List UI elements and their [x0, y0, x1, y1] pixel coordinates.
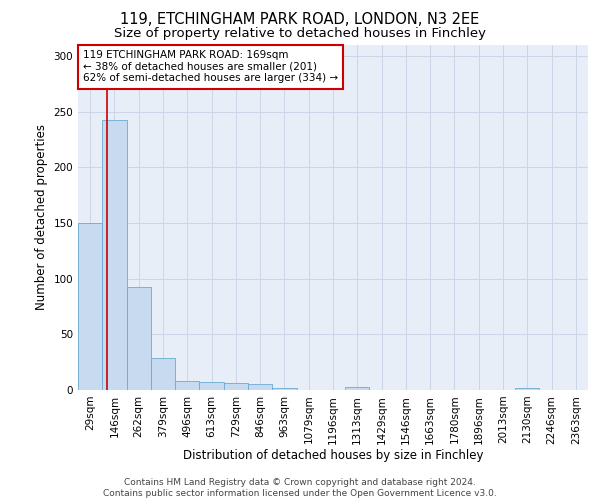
- Text: 119 ETCHINGHAM PARK ROAD: 169sqm
← 38% of detached houses are smaller (201)
62% : 119 ETCHINGHAM PARK ROAD: 169sqm ← 38% o…: [83, 50, 338, 84]
- Text: 119, ETCHINGHAM PARK ROAD, LONDON, N3 2EE: 119, ETCHINGHAM PARK ROAD, LONDON, N3 2E…: [121, 12, 479, 28]
- Bar: [248, 384, 272, 390]
- Bar: [127, 286, 151, 390]
- Bar: [175, 381, 199, 390]
- Bar: [151, 358, 175, 390]
- Y-axis label: Number of detached properties: Number of detached properties: [35, 124, 48, 310]
- Bar: [78, 223, 102, 390]
- Bar: [345, 386, 370, 390]
- Bar: [224, 384, 248, 390]
- Text: Size of property relative to detached houses in Finchley: Size of property relative to detached ho…: [114, 28, 486, 40]
- Bar: [272, 388, 296, 390]
- Bar: [102, 120, 127, 390]
- X-axis label: Distribution of detached houses by size in Finchley: Distribution of detached houses by size …: [183, 449, 483, 462]
- Text: Contains HM Land Registry data © Crown copyright and database right 2024.
Contai: Contains HM Land Registry data © Crown c…: [103, 478, 497, 498]
- Bar: [199, 382, 224, 390]
- Bar: [515, 388, 539, 390]
